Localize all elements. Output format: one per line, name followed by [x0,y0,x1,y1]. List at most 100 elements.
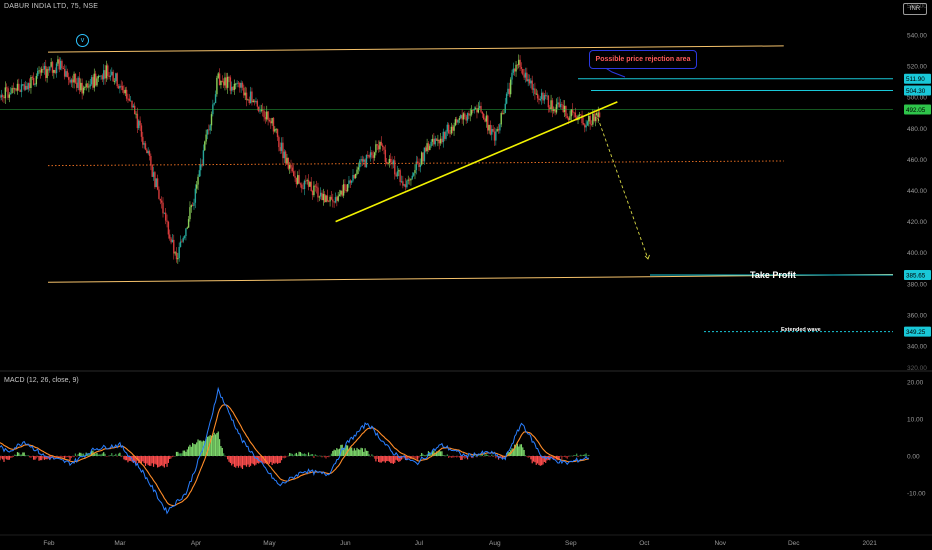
macd-histogram-bar [301,453,303,456]
macd-histogram-bar [390,456,392,464]
candle-body [229,77,232,91]
candle-body [305,180,307,182]
candle-body [208,129,210,131]
candle-body [245,92,248,101]
macd-histogram-bar [574,455,576,456]
macd-histogram-bar [495,456,497,459]
candle-body [574,112,577,118]
macd-histogram-bar [260,456,262,463]
candle-body [20,84,23,92]
candle-body [268,119,271,122]
macd-histogram-bar [449,456,451,457]
candle-body [84,87,86,88]
macd-histogram-bar [291,453,293,456]
price-axis-tick: 340.00 [907,343,927,350]
macd-histogram-bar [274,456,276,464]
candle-body [249,91,252,104]
candle-body [555,104,558,113]
macd-histogram-bar [295,452,297,456]
macd-histogram-bar [531,456,533,464]
macd-histogram-bar [279,456,281,463]
macd-histogram-bar [272,456,275,464]
candle-body [416,161,419,164]
candle-body [532,88,535,90]
macd-histogram-bar [384,456,386,463]
macd-indicator-label[interactable]: MACD (12, 26, close, 9) [4,377,79,384]
price-axis-tick: 560.00 [907,3,927,10]
candle-body [295,177,298,185]
candle-body [394,160,396,175]
macd-histogram-bar [561,456,563,459]
candle-body [170,238,172,243]
macd-histogram-bar [143,456,145,464]
candle-body [160,200,163,203]
candle-body [191,205,194,207]
macd-histogram-bar [135,456,137,464]
macd-histogram-bar [66,456,68,458]
candle-body [363,159,365,162]
macd-histogram-bar [325,456,327,459]
price-label-text: 511.90 [906,76,925,83]
candle-body [143,143,145,145]
macd-histogram-bar [247,456,249,465]
macd-histogram-bar [465,456,467,458]
channel-lower-line[interactable] [47,273,894,283]
candle-body [429,146,431,151]
candle-body [325,195,327,203]
macd-histogram-bar [46,456,48,460]
candle-body [376,144,378,146]
level-price-label [904,73,931,84]
candle-body [567,118,570,121]
channel-upper-line[interactable] [47,45,784,53]
candle-body [553,108,555,111]
macd-histogram-bar [302,453,304,456]
macd-histogram-bar [305,453,307,456]
macd-histogram-bar [161,456,163,466]
candle-body [237,82,240,84]
candle-body [571,109,574,113]
candle-body [280,142,283,151]
candle-body [178,246,180,259]
macd-histogram-bar [367,450,369,456]
macd-histogram-bar [580,454,582,456]
candle-body [179,241,182,247]
macd-histogram-bar [23,452,25,456]
candle-body [402,181,404,186]
macd-histogram-bar [582,454,585,456]
macd-histogram-bar [518,446,520,456]
macd-histogram-bar [171,456,174,458]
dotted-support-line[interactable] [47,160,784,167]
macd-histogram-bar [144,456,147,466]
macd-histogram-bar [514,444,516,456]
candle-body [108,75,110,78]
currency-button[interactable]: INR [903,3,927,15]
candle-body [302,188,304,190]
ascending-trendline[interactable] [335,101,618,223]
candle-body [299,183,302,185]
candle-body [243,87,245,96]
candle-body [332,199,334,202]
macd-histogram-bar [558,456,560,460]
candle-body [213,103,215,105]
macd-histogram-bar [252,456,254,465]
candle-body [189,207,191,220]
candle-body [63,69,66,77]
macd-histogram-bar [519,444,521,456]
macd-histogram-bar [177,451,179,456]
macd-histogram-bar [255,456,257,465]
macd-histogram-bar [132,456,134,463]
macd-histogram-bar [435,451,438,456]
candle-body [283,151,285,159]
macd-histogram-bar [337,449,339,456]
macd-axis-tick: 20.00 [907,380,924,387]
macd-histogram-bar [12,456,15,457]
candle-body [435,138,438,141]
projection-arrow[interactable] [595,112,649,260]
price-axis-tick: 500.00 [907,95,927,102]
macd-histogram-bar [121,455,124,457]
candle-body [530,80,532,84]
macd-histogram-bar [266,456,268,465]
candle-body [291,167,294,172]
candle-body [93,73,95,88]
candle-body [349,180,351,183]
